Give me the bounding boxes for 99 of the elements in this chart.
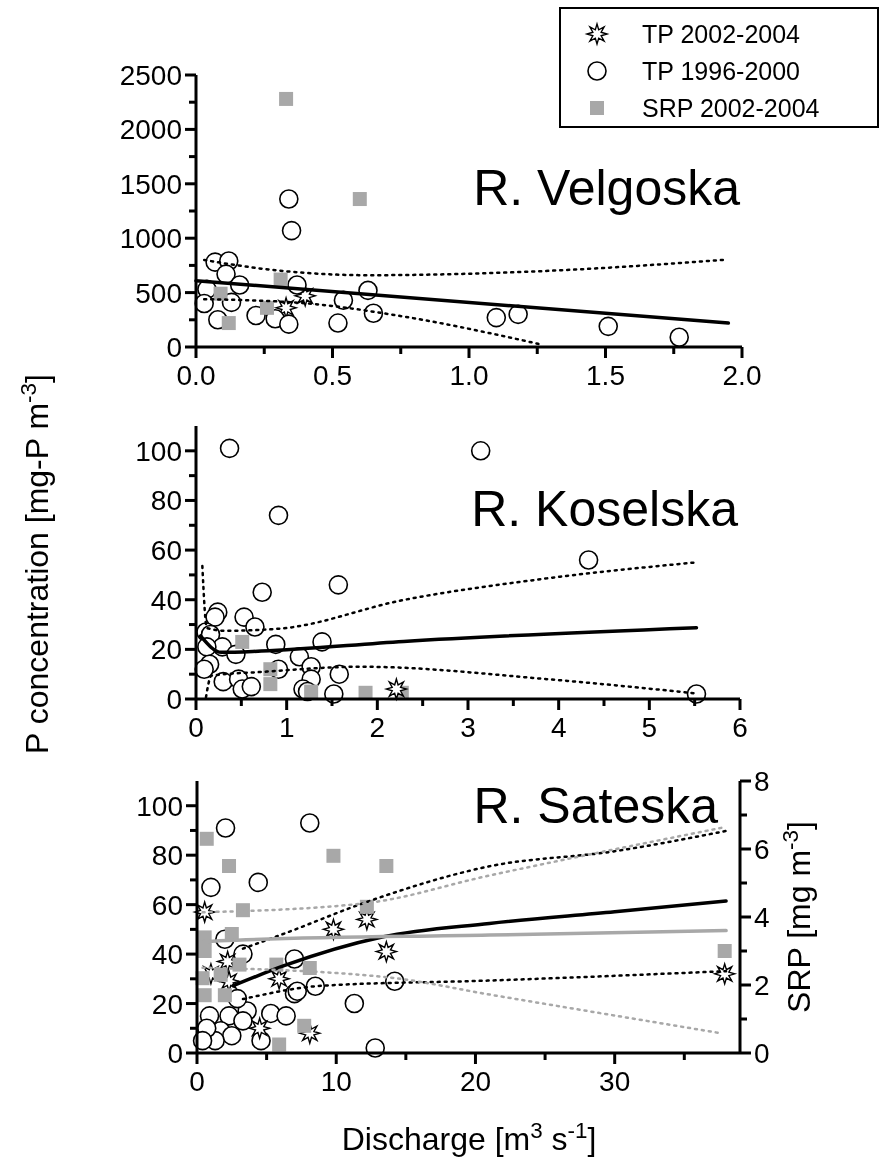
point (235, 903, 250, 918)
point (486, 307, 507, 328)
x-tick-label: 20 (459, 1066, 492, 1097)
point (328, 575, 349, 595)
point (221, 316, 236, 331)
x-tick-label: 1.5 (586, 360, 625, 391)
y2-tick-label: 0 (754, 1038, 770, 1069)
legend-label: SRP 2002-2004 (642, 94, 820, 122)
y-tick-label: 80 (151, 840, 183, 872)
point (385, 678, 408, 700)
point (259, 300, 274, 315)
x-tick-label: 30 (599, 1066, 631, 1097)
x-tick-label: 0.5 (313, 360, 352, 391)
x-tick-label: 0 (188, 712, 204, 743)
y2-tick-label: 4 (754, 902, 770, 933)
point (235, 634, 250, 649)
y-tick-label: 0 (166, 684, 182, 715)
y-tick-label: 20 (150, 634, 182, 666)
point (272, 1037, 287, 1052)
point (328, 313, 348, 333)
point (205, 607, 225, 627)
y-tick-label: 1500 (119, 168, 182, 200)
point (248, 872, 269, 893)
y-tick-label: 80 (150, 485, 182, 517)
point (268, 968, 290, 990)
point (219, 438, 240, 459)
y-tick-label: 40 (151, 939, 183, 971)
x-tick-label: 5 (641, 712, 658, 743)
x-tick-label: 1 (278, 712, 295, 743)
x-tick-label: 4 (550, 712, 567, 743)
point (305, 976, 326, 997)
x-tick-label: 2.0 (722, 360, 762, 391)
point (279, 189, 299, 209)
point (375, 940, 398, 963)
point (598, 316, 619, 337)
point (268, 505, 289, 526)
point (322, 918, 345, 941)
point (263, 662, 278, 677)
y-tick-label: 40 (150, 584, 182, 616)
point (352, 192, 367, 207)
point (299, 813, 320, 833)
chart-title: R. Sateska (473, 778, 719, 834)
point (197, 988, 212, 1003)
y-tick-label: 60 (151, 889, 183, 921)
y2-tick-label: 8 (754, 766, 770, 797)
y-tick-label: 500 (135, 277, 182, 309)
y2-tick-label: 2 (754, 970, 770, 1001)
legend-label: TP 1996-2000 (642, 57, 800, 85)
point (578, 550, 599, 570)
x-tick-label: 1.0 (449, 360, 489, 391)
y2-tick-label: 6 (754, 834, 770, 865)
y-tick-label: 2500 (119, 60, 182, 91)
y-tick-label: 0 (166, 332, 182, 363)
x-tick-label: 10 (320, 1066, 352, 1097)
point (222, 859, 237, 873)
point (297, 1018, 312, 1033)
point (197, 944, 212, 958)
point (215, 818, 236, 838)
x-axis-title: Discharge [m$^{3}$ s$^{-1}$] (341, 1117, 597, 1157)
y-tick-label: 100 (135, 435, 182, 467)
y-tick-label: 20 (151, 988, 183, 1020)
text: R. Velgoska (473, 160, 741, 216)
x-tick-label: 2 (369, 712, 386, 743)
point (241, 676, 262, 697)
point (222, 1025, 242, 1046)
point (217, 988, 232, 1003)
x-tick-label: 0.0 (176, 360, 216, 391)
point (252, 582, 272, 603)
y-tick-label: 2000 (119, 114, 182, 146)
point (344, 993, 365, 1014)
point (470, 441, 491, 461)
point (379, 859, 394, 873)
point (273, 272, 288, 287)
point (669, 327, 690, 348)
x-tick-label: 3 (460, 712, 476, 743)
point (713, 963, 736, 985)
point (329, 664, 350, 684)
point (281, 220, 302, 241)
text: R. Koselska (471, 481, 739, 537)
y-tick-label: 0 (167, 1038, 183, 1069)
point (356, 908, 378, 931)
y-tick-label: 100 (136, 790, 183, 822)
point (201, 877, 221, 898)
point (279, 91, 294, 106)
point (717, 944, 732, 958)
point (279, 314, 299, 334)
y-tick-label: 60 (150, 535, 182, 567)
point (276, 1006, 296, 1026)
legend-label: TP 2002-2004 (642, 20, 801, 48)
point (213, 967, 228, 982)
x-tick-label: 0 (189, 1066, 205, 1097)
point (245, 617, 265, 637)
point (263, 677, 278, 692)
y-tick-label: 1000 (119, 223, 182, 255)
point (233, 1011, 253, 1031)
point (199, 831, 214, 846)
point (326, 848, 341, 863)
x-tick-label: 6 (732, 712, 748, 743)
point (248, 1017, 271, 1039)
